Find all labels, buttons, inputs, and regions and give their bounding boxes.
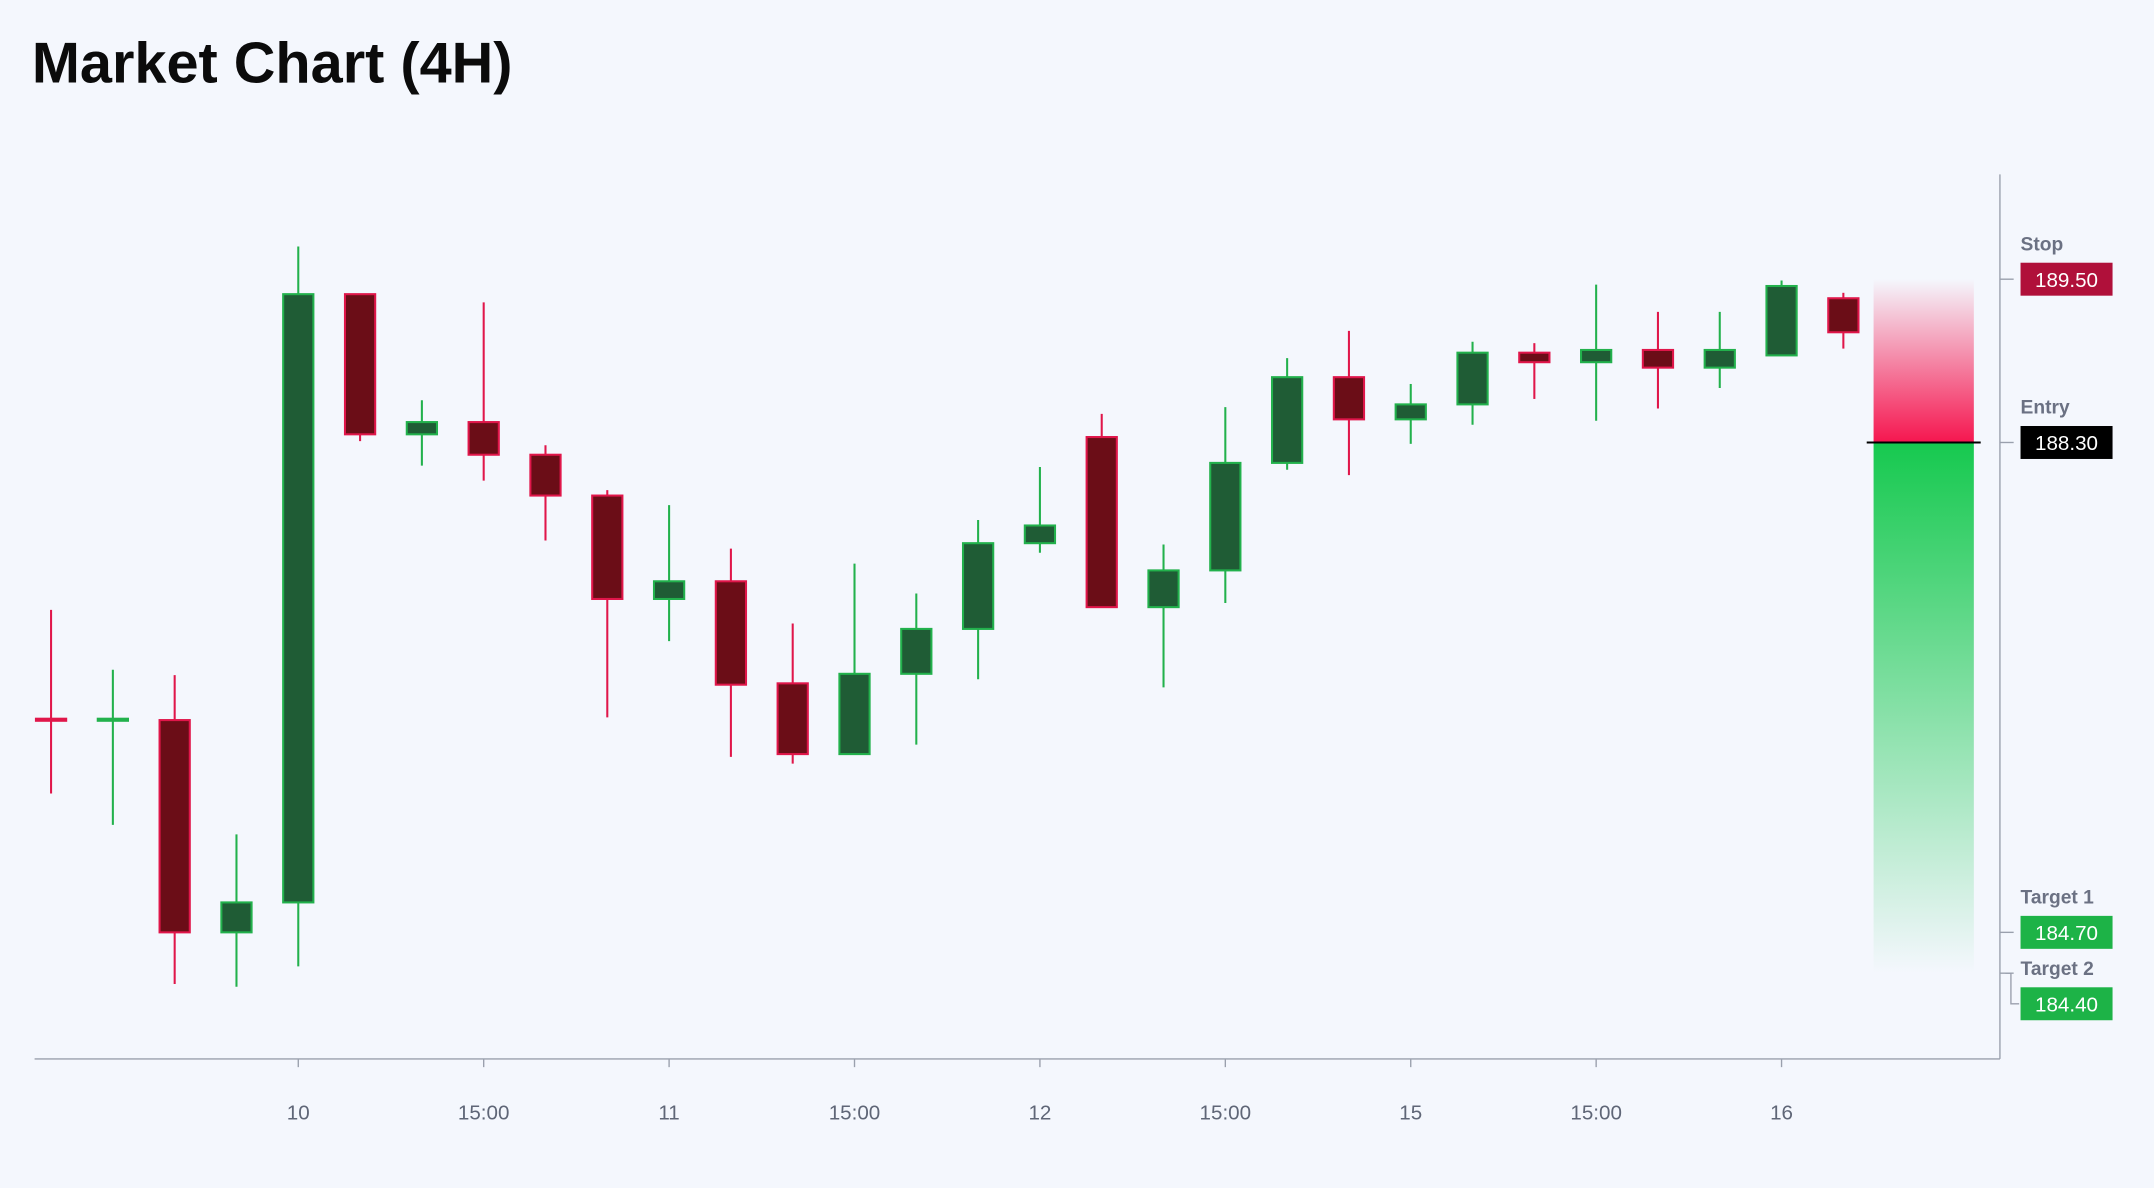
level-label: 184.40 [2035,993,2098,1016]
candle-body [1641,348,1675,369]
candle-body [467,421,500,456]
candle-body [1580,348,1613,364]
level-box [2020,426,2113,459]
x-tick-label: 11 [658,1101,679,1124]
level-connector [2005,972,2020,1005]
candle-body [158,719,191,934]
candle-body [1023,524,1057,545]
level-label: 184.70 [2035,922,2098,945]
x-tick-label: 15 [1399,1101,1422,1124]
candle-body [1085,436,1118,609]
x-tick-label: 15:00 [1570,1101,1622,1124]
candle-body [1703,348,1736,369]
candle-body [652,580,686,601]
candle-body [220,901,253,934]
candle-body [1456,351,1489,406]
candle-body [529,453,562,497]
candle-body [282,293,315,904]
candle-body [900,627,933,675]
candle-body [1518,351,1551,364]
candle-body [34,717,68,722]
candle-body [1394,403,1427,421]
candle-body [961,542,995,630]
x-tick-label: 16 [1770,1101,1793,1124]
candle-body [714,580,748,686]
level-name: Entry [2021,398,2070,419]
level-box [2020,987,2113,1021]
candle-body [591,494,624,601]
level-label: 189.50 [2035,269,2098,292]
candle-body [405,421,439,436]
candle-body [96,717,130,722]
x-tick-label: 10 [287,1101,310,1124]
candle-body [838,672,871,756]
candle-body [1332,376,1366,421]
risk-zone [1873,279,1974,443]
candle-body [776,682,809,756]
chart-title: Market Chart (4H) [32,31,513,95]
reward-zone [1873,442,1974,974]
candle-body [1827,297,1860,334]
candle-body [1209,461,1242,572]
x-tick-label: 15:00 [458,1101,510,1124]
level-box [2020,262,2113,296]
level-box [2020,915,2113,949]
x-tick-label: 15:00 [1200,1101,1252,1124]
candle-body [1270,376,1304,464]
x-tick-label: 15:00 [829,1101,881,1124]
level-name: Stop [2021,234,2064,255]
x-tick-label: 12 [1028,1101,1051,1124]
level-name: Target 1 [2021,888,2095,909]
candle-body [343,293,377,436]
candle-body [1765,284,1798,357]
candle-body [1147,569,1180,609]
level-label: 188.30 [2035,432,2098,455]
level-name: Target 2 [2021,959,2094,980]
